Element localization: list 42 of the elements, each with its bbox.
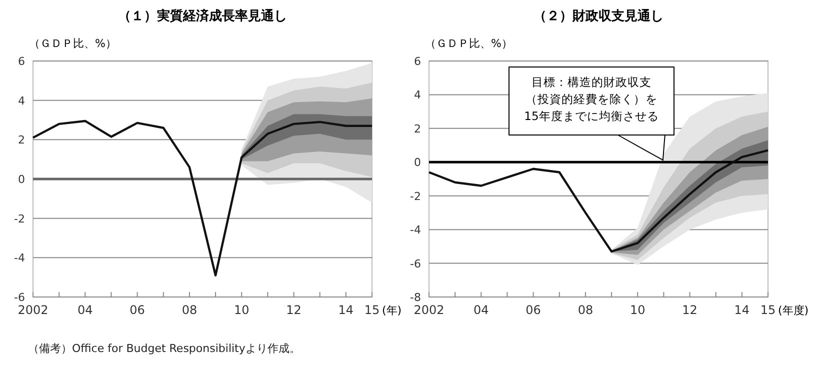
x-tick-label: 2002 [414,303,444,317]
y-tick-label: -8 [410,291,421,304]
line-series [32,120,374,276]
callout: 目標：構造的財政収支（投資的経費を除く）を15年度までに均衡させる [508,66,674,161]
chart-title: （２）財政収支見通し [534,8,664,24]
x-tick-label: 10 [630,303,646,317]
x-tick-label: 08 [578,303,594,317]
x-tick-label: 06 [526,303,541,317]
y-tick-label: 6 [18,55,25,68]
y-tick-label: 4 [18,94,25,108]
line-series [428,149,770,253]
x-tick-label: 10 [234,303,250,317]
x-tick-label: 15 [760,303,776,317]
y-tick-label: 2 [18,134,25,147]
x-tick-label: 12 [286,303,302,317]
chart-title: （１）実質経済成長率見通し [118,8,287,24]
x-tick-label: 15 [364,303,380,317]
y-tick-label: -6 [14,291,25,304]
y-axis-title: （ＧＤＰ比、%） [425,37,512,50]
y-tick-label: 0 [18,173,25,186]
x-tick-label: 14 [338,303,354,317]
annotation: 目標：構造的財政収支（投資的経費を除く）を15年度までに均衡させる [524,75,659,123]
y-tick-label: 6 [414,55,421,68]
x-axis-title: (年度) [778,304,809,317]
x-tick-label: 2002 [18,303,48,317]
x-tick-label: 08 [182,303,198,317]
x-tick-label: 12 [682,303,698,317]
y-tick-label: 0 [414,156,421,170]
y-tick-label: -2 [410,190,421,203]
y-tick-label: 2 [414,122,421,136]
y-axis-title: （ＧＤＰ比、%） [29,37,116,50]
text: （備考）Office for Budget Responsibilityより作成。 [28,342,300,355]
y-tick-label: -2 [14,212,25,226]
x-tick-label: 04 [78,303,93,317]
x-tick-label: 14 [734,303,750,317]
y-tick-label: -4 [14,252,25,265]
x-tick-label: 06 [130,303,145,317]
x-axis-title: (年) [382,304,402,317]
y-tick-label: -6 [410,257,421,270]
y-tick-label: -4 [410,224,421,237]
y-tick-label: 4 [414,88,421,102]
x-tick-label: 04 [474,303,489,317]
